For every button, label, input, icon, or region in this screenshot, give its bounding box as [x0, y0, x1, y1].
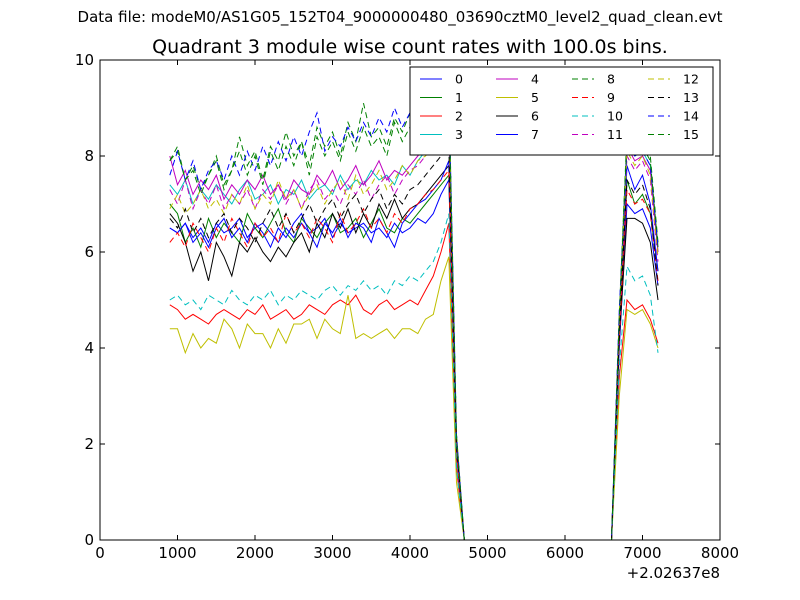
series-layer: [169, 87, 659, 541]
chart-title: Quadrant 3 module wise count rates with …: [152, 36, 668, 58]
legend-label-8: 8: [607, 72, 615, 87]
x-tick-label: 8000: [701, 544, 739, 562]
legend-label-5: 5: [531, 90, 539, 105]
x-tick-label: 3000: [313, 544, 351, 562]
y-tick-label: 8: [84, 147, 94, 165]
legend-label-14: 14: [683, 109, 699, 124]
y-tick-label: 6: [84, 243, 94, 261]
legend-label-11: 11: [607, 127, 623, 142]
x-tick-label: 6000: [546, 544, 584, 562]
series-line-2: [169, 223, 659, 541]
x-axis-offset-label: +2.02637e8: [627, 564, 720, 582]
legend-label-15: 15: [683, 127, 699, 142]
legend-label-6: 6: [531, 109, 539, 124]
y-tick-label: 10: [75, 51, 94, 69]
legend-label-1: 1: [455, 90, 463, 105]
x-tick-label: 7000: [623, 544, 661, 562]
series-line-11: [169, 125, 659, 541]
legend-label-13: 13: [683, 90, 699, 105]
y-tick-label: 4: [84, 339, 94, 357]
series-line-13: [169, 145, 659, 541]
series-line-15: [169, 97, 659, 541]
legend-label-3: 3: [455, 127, 463, 142]
x-tick-label: 4000: [391, 544, 429, 562]
series-line-1: [169, 173, 659, 541]
x-tick-label: 0: [95, 544, 105, 562]
figure-suptitle: Data file: modeM0/AS1G05_152T04_90000004…: [77, 8, 723, 26]
legend-label-0: 0: [455, 72, 463, 87]
x-tick-label: 5000: [468, 544, 506, 562]
series-line-3: [169, 116, 659, 541]
series-line-6: [169, 164, 659, 541]
x-tick-label: 1000: [158, 544, 196, 562]
legend-label-4: 4: [531, 72, 539, 87]
legend-label-10: 10: [607, 109, 623, 124]
series-line-10: [169, 213, 659, 541]
x-tick-label: 2000: [236, 544, 274, 562]
y-tick-label: 2: [84, 435, 94, 453]
series-line-5: [169, 256, 659, 541]
legend-label-9: 9: [607, 90, 615, 105]
legend-label-12: 12: [683, 72, 699, 87]
legend-label-7: 7: [531, 127, 539, 142]
legend-box: [409, 66, 714, 156]
y-tick-label: 0: [84, 531, 94, 549]
legend-label-2: 2: [455, 109, 463, 124]
